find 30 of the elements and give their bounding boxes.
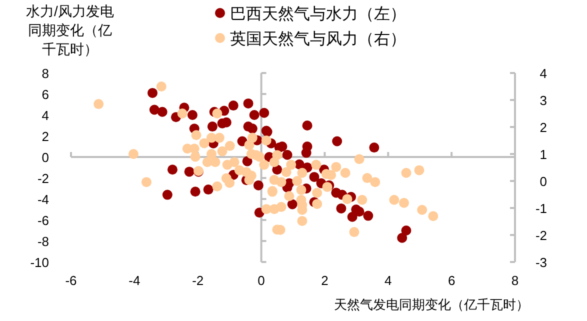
y-tick-label: -4 [37, 192, 49, 207]
y-tick-label: 6 [42, 87, 49, 102]
y2-tick-label: -3 [535, 255, 547, 270]
y-tick-label: 8 [42, 66, 49, 81]
x-tick-label: -4 [128, 273, 140, 288]
y2-tick-label: 4 [540, 66, 547, 81]
x-axis-title: 天然气发电同期变化（亿千瓦时） [334, 297, 529, 312]
y-tick-label: -6 [37, 213, 49, 228]
y2-tick-label: -1 [535, 201, 547, 216]
y-axis-title: 水力/风力发电同期变化（亿千瓦时） [25, 2, 115, 59]
x-tick-label: 2 [321, 273, 328, 288]
y-tick-label: -10 [30, 255, 49, 270]
legend-label: 巴西天然气与水力（左） [230, 5, 406, 23]
y2-tick-label: 2 [540, 120, 547, 135]
x-tick-label: -6 [65, 273, 77, 288]
legend-label: 英国天然气与风力（右） [230, 30, 406, 48]
y2-tick-label: -2 [535, 228, 547, 243]
y2-tick-label: 0 [540, 174, 547, 189]
x-tick-label: -2 [192, 273, 204, 288]
x-tick-label: 0 [258, 273, 265, 288]
y2-tick-label: 1 [540, 147, 547, 162]
y-tick-label: 0 [42, 150, 49, 165]
y-tick-label: 2 [42, 129, 49, 144]
x-tick-label: 6 [448, 273, 456, 288]
y-tick-label: 4 [42, 108, 49, 123]
x-tick-label: 4 [384, 273, 392, 288]
y-tick-label: -2 [37, 171, 49, 186]
y2-tick-label: 3 [540, 93, 547, 108]
y-tick-label: -8 [37, 234, 49, 249]
x-tick-label: 8 [511, 273, 519, 288]
